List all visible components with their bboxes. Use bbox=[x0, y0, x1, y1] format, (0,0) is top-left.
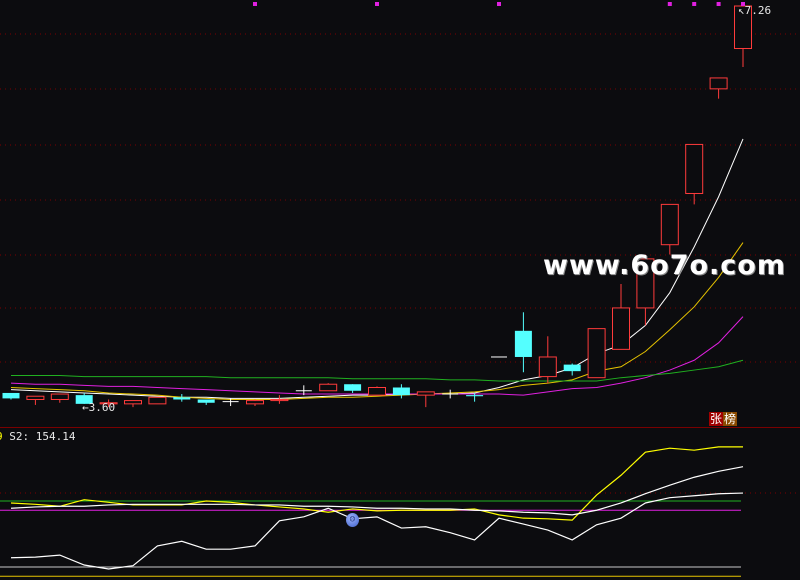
candle-body bbox=[246, 400, 264, 405]
indicator-line bbox=[10, 446, 743, 521]
indicator-line bbox=[10, 492, 744, 570]
signal-marker bbox=[667, 2, 672, 6]
candle-body bbox=[50, 393, 69, 400]
badge-char-2: 榜 bbox=[723, 412, 738, 426]
candle-body bbox=[660, 203, 679, 246]
candle-body bbox=[612, 307, 630, 350]
candle-body bbox=[368, 387, 386, 396]
zhangbang-badge[interactable]: 张榜 bbox=[709, 412, 738, 426]
candle-body bbox=[587, 328, 606, 379]
moving-average-line bbox=[10, 242, 744, 400]
watermark: www.6o7o.com bbox=[543, 250, 786, 281]
candle-body bbox=[344, 384, 362, 391]
candle-body bbox=[709, 77, 728, 90]
low-price-label: ←3.60 bbox=[82, 401, 116, 414]
candle-body bbox=[466, 395, 484, 397]
high-price-value: 7.26 bbox=[744, 4, 772, 17]
candle-body bbox=[416, 391, 435, 396]
signal-marker bbox=[741, 2, 745, 6]
signal-marker bbox=[497, 2, 501, 6]
moving-average-line bbox=[10, 316, 744, 396]
badge-char-1: 张 bbox=[709, 412, 724, 426]
candle-body bbox=[26, 395, 45, 400]
candle-body bbox=[636, 258, 655, 309]
candle-body bbox=[685, 143, 704, 194]
signal-marker bbox=[692, 2, 697, 6]
candle-body bbox=[75, 395, 93, 404]
indicator-prefix: 9 bbox=[0, 430, 3, 443]
candle-body bbox=[124, 400, 142, 405]
candle-body bbox=[99, 402, 118, 405]
indicator-label: 9 S2: 154.14 bbox=[0, 430, 75, 443]
candle-body bbox=[319, 383, 338, 392]
low-price-value: 3.60 bbox=[88, 401, 116, 414]
signal-marker bbox=[375, 2, 379, 6]
candle-body bbox=[514, 330, 532, 357]
candle-body bbox=[538, 356, 557, 378]
signal-marker bbox=[253, 2, 257, 6]
candle-body bbox=[392, 387, 410, 396]
candle-body bbox=[197, 399, 215, 403]
candle-body bbox=[173, 397, 191, 400]
candle-body bbox=[270, 398, 289, 402]
high-price-label: ↖7.26 bbox=[738, 4, 772, 17]
candle-body bbox=[148, 396, 167, 405]
sad-face-icon: ☹ bbox=[346, 513, 359, 527]
signal-marker bbox=[716, 2, 721, 6]
candle-body bbox=[563, 364, 581, 372]
indicator-s2-value: S2: 154.14 bbox=[9, 430, 76, 443]
indicator-line bbox=[10, 466, 744, 516]
candle-body bbox=[2, 392, 20, 399]
moving-average-line bbox=[11, 359, 744, 382]
